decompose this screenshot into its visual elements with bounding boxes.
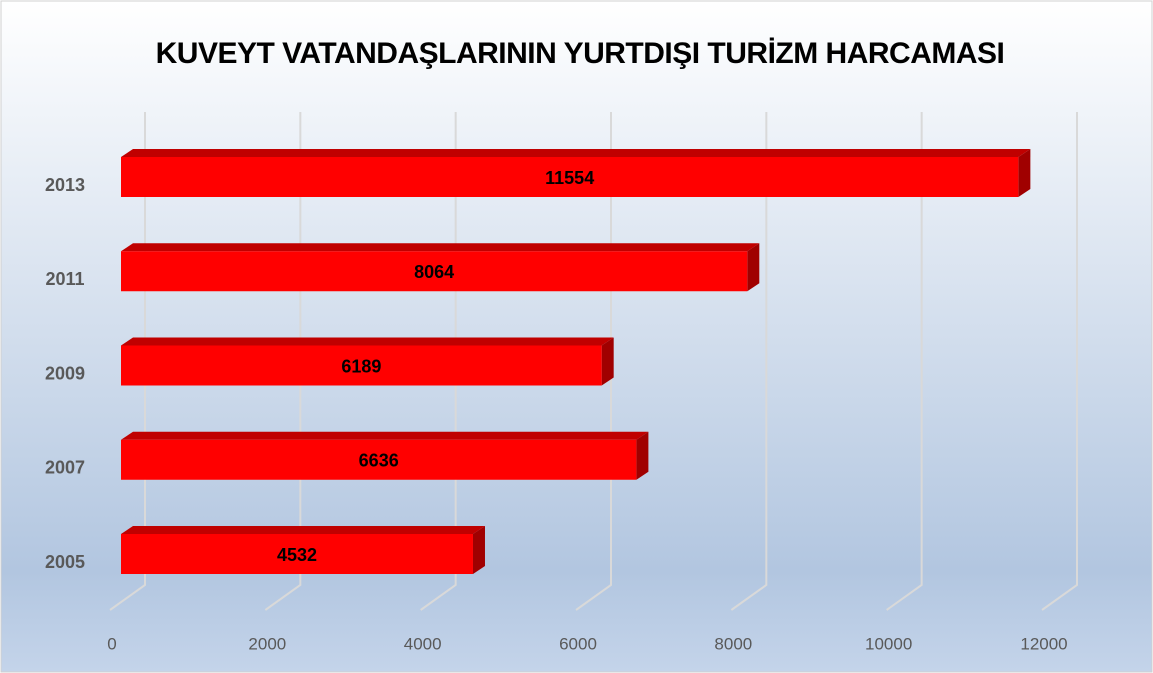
- x-tick-label: 8000: [714, 634, 752, 653]
- bar-face: [1018, 149, 1031, 197]
- bar-face: [636, 431, 649, 480]
- data-label: 4532: [277, 545, 317, 565]
- chart-title: KUVEYT VATANDAŞLARININ YURTDIŞI TURİZM H…: [156, 37, 1005, 70]
- bar-face: [121, 534, 473, 574]
- bar: [121, 149, 1031, 197]
- data-label: 6189: [341, 356, 381, 376]
- bar-face: [121, 243, 760, 252]
- bar-face: [121, 149, 1031, 157]
- x-tick-label: 4000: [404, 634, 442, 653]
- data-label: 6636: [359, 451, 399, 471]
- bar: [121, 526, 485, 574]
- bar-face: [121, 439, 637, 480]
- y-tick-label: 2005: [45, 552, 85, 572]
- bar: [121, 243, 760, 292]
- bar-face: [472, 526, 485, 574]
- grid-line: [1041, 112, 1078, 611]
- bar: [121, 431, 649, 480]
- x-tick-label: 2000: [248, 634, 286, 653]
- bar-face: [121, 345, 602, 386]
- y-tick-label: 2013: [45, 175, 85, 195]
- data-label: 11554: [545, 168, 594, 188]
- data-label: 8064: [414, 262, 454, 282]
- bar-face: [121, 526, 485, 534]
- x-tick-label: 10000: [865, 634, 912, 653]
- bar-face: [121, 431, 649, 440]
- x-tick-label: 6000: [559, 634, 597, 653]
- grid-line: [886, 112, 923, 611]
- y-tick-label: 2009: [45, 363, 85, 383]
- bar-face: [121, 157, 1019, 197]
- grid-line: [730, 112, 768, 611]
- bar-face: [121, 337, 614, 346]
- x-tick-label: 12000: [1020, 634, 1067, 653]
- bar-face: [601, 337, 614, 386]
- bar: [121, 337, 614, 386]
- x-tick-label: 0: [107, 634, 116, 653]
- bar-face: [747, 243, 760, 292]
- y-tick-label: 2011: [45, 269, 84, 289]
- bar-face: [121, 251, 748, 292]
- y-tick-label: 2007: [45, 458, 85, 478]
